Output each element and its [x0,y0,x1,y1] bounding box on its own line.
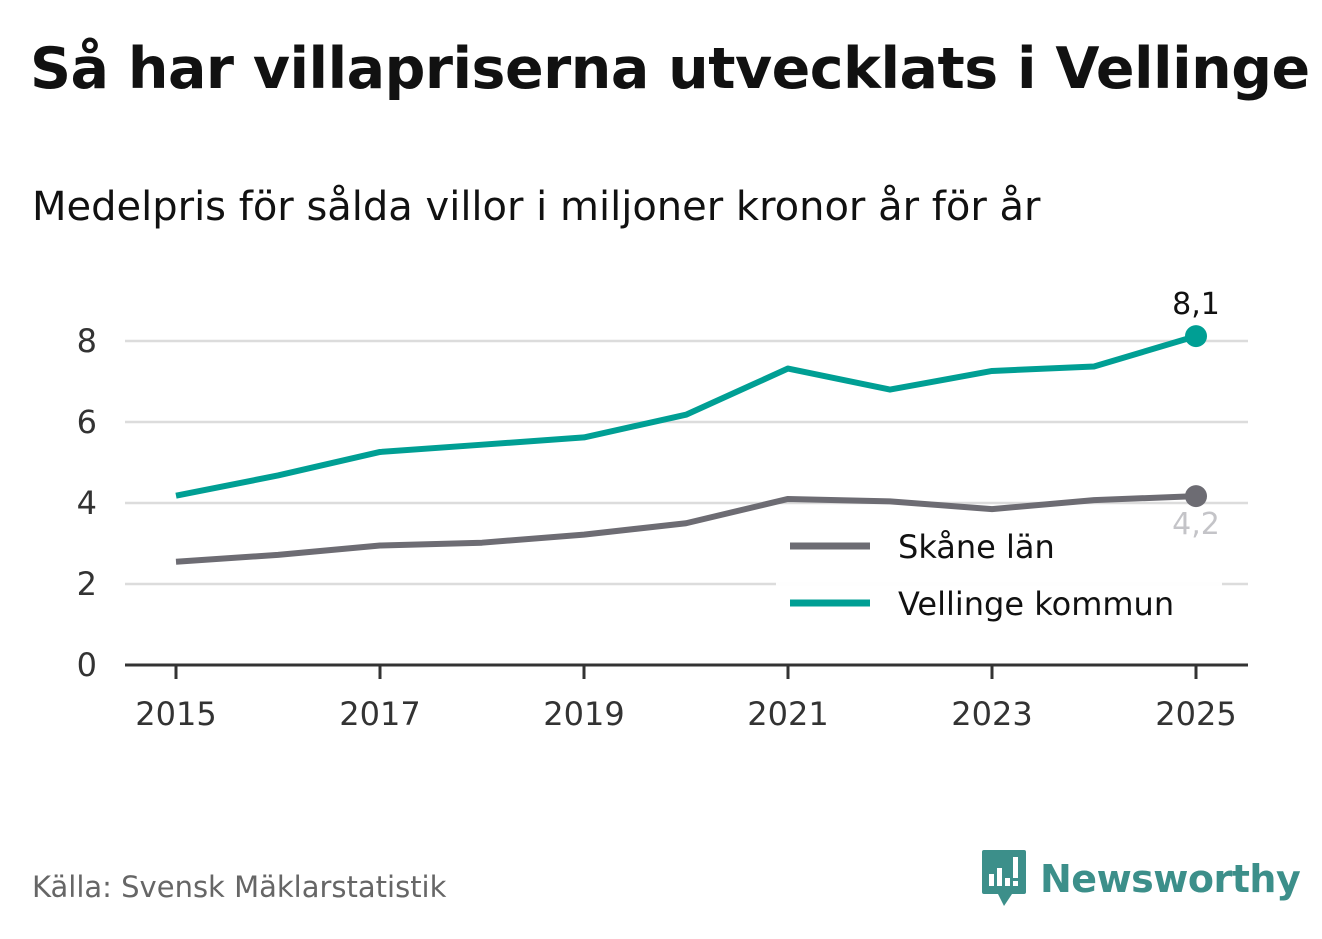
chart-subtitle: Medelpris för sålda villor i miljoner kr… [32,184,1041,230]
y-tick-label: 2 [77,565,97,603]
x-tick-label: 2015 [135,695,216,733]
x-tick-label: 2025 [1155,695,1236,733]
legend-label: Vellinge kommun [898,585,1174,623]
source-note: Källa: Svensk Mäklarstatistik [32,870,447,904]
x-tick-label: 2017 [339,695,420,733]
y-tick-label: 6 [77,403,97,441]
y-tick-label: 8 [77,322,97,360]
legend-label: Skåne län [898,528,1055,566]
x-axis: 2015 2017 2019 2021 2023 2025 [125,663,1248,733]
series-lines [175,325,1207,565]
x-tick-label: 2021 [747,695,828,733]
end-value-label: 8,1 [1172,287,1220,322]
brand-logo: Newsworthy [980,848,1301,910]
end-value-label: 4,2 [1172,507,1220,542]
legend: Skåne län Vellinge kommun 4,2 8,1 [776,287,1222,634]
series-line-vellinge [175,333,1197,499]
y-axis-ticks: 0 2 4 6 8 [77,322,97,684]
end-point-vellinge [1185,325,1207,348]
y-tick-label: 0 [77,646,97,684]
newsworthy-logo-icon [982,850,1026,906]
x-tick-label: 2019 [543,695,624,733]
legend-background [776,516,1222,634]
chart-title: Så har villapriserna utvecklats i Vellin… [30,36,1310,102]
end-point-skane [1185,485,1207,508]
brand-name: Newsworthy [1040,857,1301,901]
series-line-skane [175,493,1197,565]
y-tick-label: 4 [77,484,97,522]
x-tick-label: 2023 [951,695,1032,733]
